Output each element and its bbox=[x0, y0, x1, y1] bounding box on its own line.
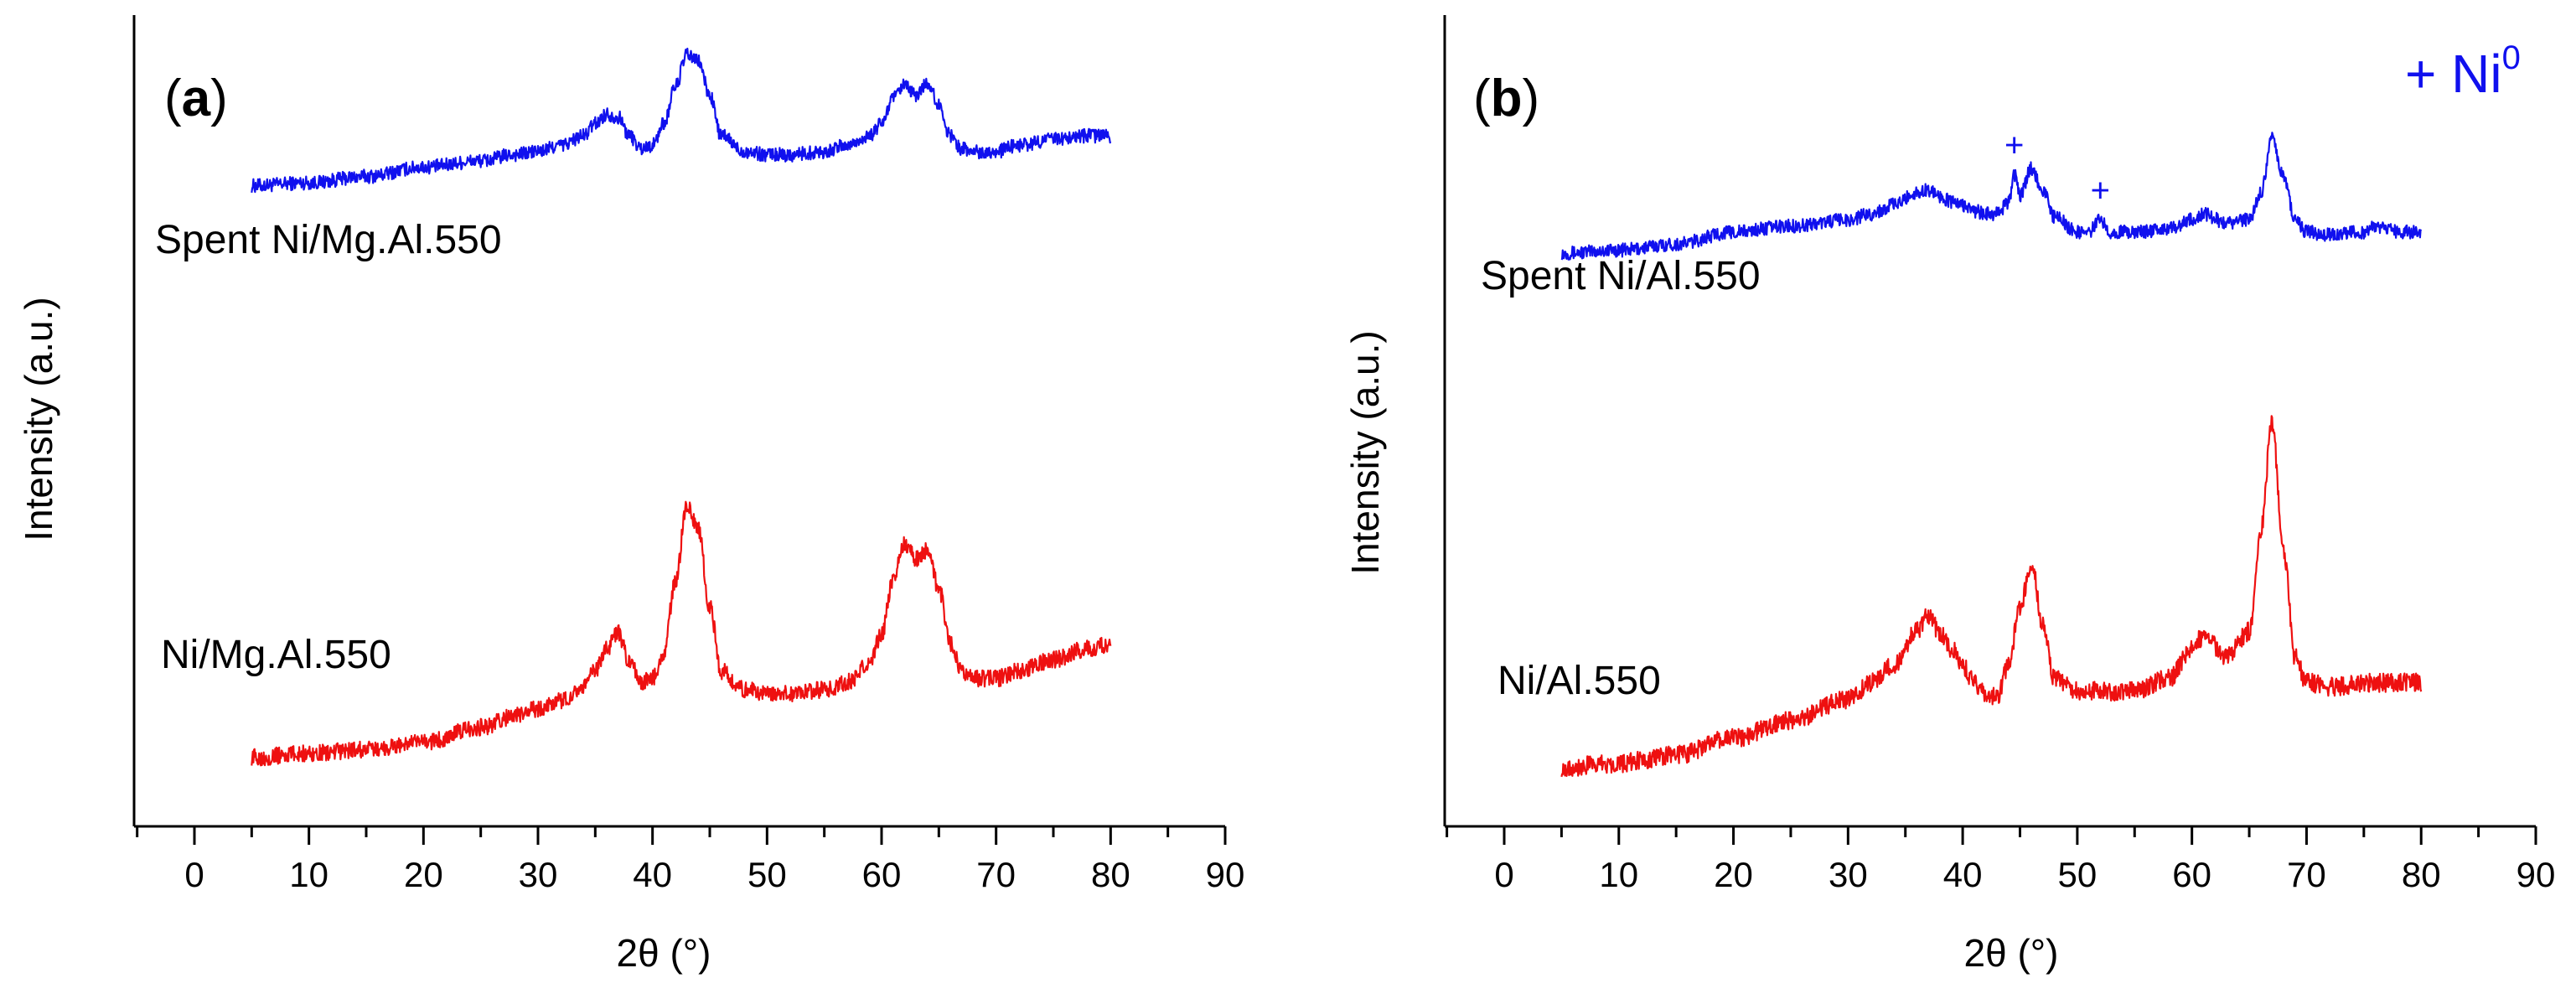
panel-a-x-tick-label: 40 bbox=[633, 855, 672, 894]
panel-b-x-tick-label: 0 bbox=[1494, 855, 1513, 894]
panel-b-x-tick-label: 10 bbox=[1599, 855, 1638, 894]
panel-b-x-tick-label: 90 bbox=[2517, 855, 2556, 894]
panel-b-spent-label: Spent Ni/Al.550 bbox=[1481, 254, 1761, 298]
panel-a: 0 10 20 30 40 50 60 70 80 90 Intensity (a.u.) 2θ … bbox=[17, 15, 1244, 975]
panel-b: 0 10 20 30 40 50 60 70 80 90 Intensity (a.u.) 2θ … bbox=[1343, 15, 2555, 975]
panel-a-x-tick-label: 50 bbox=[747, 855, 787, 894]
legend-superscript: 0 bbox=[2502, 39, 2521, 76]
panel-a-x-tick-label: 60 bbox=[862, 855, 902, 894]
panel-b-x-tick-label: 20 bbox=[1714, 855, 1753, 894]
panel-a-label: (a) bbox=[164, 70, 228, 127]
panel-b-legend: + Ni0 bbox=[2405, 39, 2521, 104]
panel-b-x-tick-label: 60 bbox=[2172, 855, 2211, 894]
panel-b-ni-marker: + bbox=[2091, 172, 2110, 209]
panel-b-label: (b) bbox=[1473, 70, 1539, 127]
panel-b-fresh-trace bbox=[1560, 415, 2423, 778]
panel-a-fresh-trace bbox=[251, 500, 1112, 767]
panel-b-peak-markers: ++ bbox=[2004, 127, 2110, 209]
panel-b-ni-marker: + bbox=[2004, 127, 2024, 163]
panel-a-x-axis-title: 2θ (°) bbox=[617, 931, 711, 975]
panel-b-y-axis-title: Intensity (a.u.) bbox=[1343, 330, 1387, 574]
panel-b-x-axis-title: 2θ (°) bbox=[1964, 931, 2059, 975]
panel-a-x-tick-label: 20 bbox=[404, 855, 443, 894]
panel-a-x-tick-label: 70 bbox=[976, 855, 1016, 894]
panel-a-x-ticks: 0 10 20 30 40 50 60 70 80 90 bbox=[136, 826, 1245, 894]
panel-a-fresh-label: Ni/Mg.Al.550 bbox=[161, 633, 391, 677]
panel-a-x-tick-label: 30 bbox=[519, 855, 558, 894]
legend-symbol: + bbox=[2405, 44, 2436, 104]
panel-b-x-tick-label: 50 bbox=[2058, 855, 2098, 894]
panel-a-x-tick-label: 0 bbox=[184, 855, 204, 894]
panel-b-x-tick-label: 70 bbox=[2287, 855, 2326, 894]
panel-a-spent-trace bbox=[251, 47, 1112, 194]
panel-a-y-axis-title: Intensity (a.u.) bbox=[17, 297, 60, 541]
panel-b-x-tick-label: 30 bbox=[1829, 855, 1868, 894]
panel-b-x-tick-label: 80 bbox=[2402, 855, 2441, 894]
panel-b-spent-trace bbox=[1560, 132, 2423, 261]
panel-b-x-ticks: 0 10 20 30 40 50 60 70 80 90 bbox=[1446, 826, 2556, 894]
panel-a-x-tick-label: 10 bbox=[289, 855, 328, 894]
panel-a-x-tick-label: 90 bbox=[1206, 855, 1245, 894]
panel-b-x-tick-label: 40 bbox=[1943, 855, 1983, 894]
panel-a-spent-label: Spent Ni/Mg.Al.550 bbox=[155, 218, 502, 262]
panel-a-x-tick-label: 80 bbox=[1091, 855, 1130, 894]
legend-text: Ni bbox=[2451, 44, 2501, 104]
panel-b-fresh-label: Ni/Al.550 bbox=[1497, 659, 1661, 703]
